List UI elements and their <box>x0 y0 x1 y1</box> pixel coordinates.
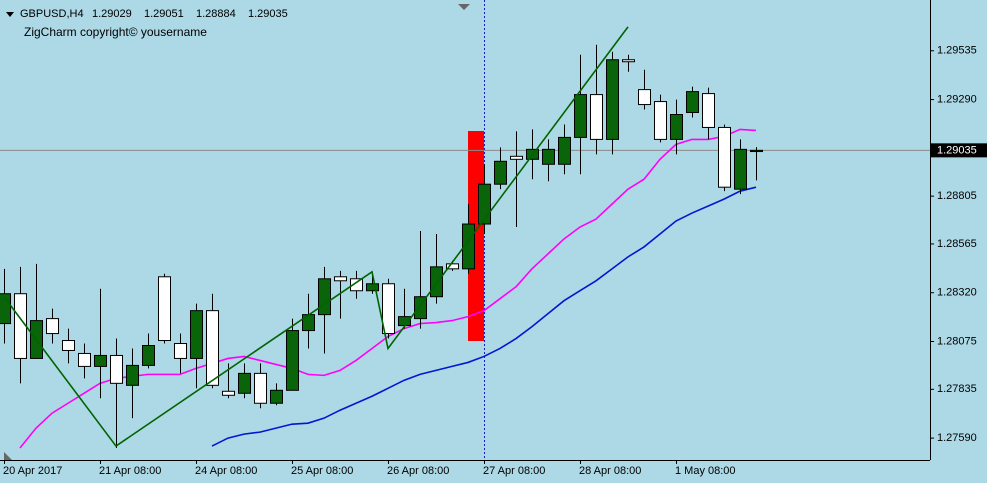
candle-body <box>542 148 555 165</box>
candle-body <box>654 101 667 140</box>
candle-body <box>366 283 379 292</box>
y-tick-label: 1.28320 <box>937 287 977 299</box>
candle-body <box>190 310 203 359</box>
y-tick-label: 1.29290 <box>937 93 977 105</box>
candle-body <box>222 390 235 396</box>
candle-body <box>158 276 171 342</box>
y-tick-label: 1.28075 <box>937 335 977 347</box>
candle-body <box>14 293 27 359</box>
candle-body <box>574 94 587 138</box>
moving-average <box>211 186 757 447</box>
candle-body <box>206 310 219 386</box>
candle-body <box>110 354 123 384</box>
symbol: GBPUSD,H4 <box>20 8 84 20</box>
x-tick-label: 21 Apr 08:00 <box>99 465 161 477</box>
candle-body <box>670 114 683 140</box>
x-tick-label: 25 Apr 08:00 <box>291 465 353 477</box>
zigzag <box>3 26 629 448</box>
candle-body <box>78 352 91 367</box>
candle-body <box>126 364 139 386</box>
plot <box>0 26 930 449</box>
shift-marker <box>458 4 470 10</box>
candle-body <box>734 148 747 190</box>
y-tick-label: 1.27590 <box>937 432 977 444</box>
menu-arrow <box>6 12 14 17</box>
candle-body <box>590 94 603 140</box>
x-tick-label: 27 Apr 08:00 <box>483 465 545 477</box>
current-price-label: 1.29035 <box>937 144 977 156</box>
candle-body <box>462 223 475 270</box>
candle-body <box>238 372 251 394</box>
candle-body <box>494 160 507 185</box>
header-open: 1.29029 <box>92 8 132 20</box>
candle-body <box>686 91 699 114</box>
candle-body <box>0 293 11 325</box>
candle-body <box>750 149 763 153</box>
candle-body <box>142 344 155 366</box>
candle-body <box>622 59 635 63</box>
candle-body <box>318 278 331 316</box>
candle-body <box>174 343 187 359</box>
candle-body <box>606 59 619 140</box>
scroll-marker <box>4 452 12 460</box>
current-price-box <box>931 143 987 158</box>
x-tick-label: 20 Apr 2017 <box>3 465 62 477</box>
candle-body <box>510 155 523 160</box>
candle-body <box>350 278 363 292</box>
header-low: 1.28884 <box>196 8 236 20</box>
candle-body <box>94 354 107 367</box>
x-tick-label: 28 Apr 08:00 <box>579 465 641 477</box>
y-tick-label: 1.29535 <box>937 45 977 57</box>
candle-body <box>286 330 299 391</box>
candle-body <box>718 126 731 188</box>
y-tick-label: 1.28805 <box>937 190 977 202</box>
candle-body <box>270 389 283 404</box>
x-tick-label: 26 Apr 08:00 <box>387 465 449 477</box>
subtitle: ZigCharm copyright© yousername <box>24 25 207 39</box>
candle-body <box>638 89 651 106</box>
candle-body <box>430 266 443 298</box>
candle-body <box>446 263 459 270</box>
candle-body <box>254 372 267 404</box>
x-tick-label: 24 Apr 08:00 <box>195 465 257 477</box>
x-tick-label: 1 May 08:00 <box>675 465 736 477</box>
candle-body <box>702 93 715 128</box>
candle-body <box>46 318 59 335</box>
y-tick-label: 1.27835 <box>937 383 977 395</box>
signal-bar <box>468 131 484 341</box>
candle-body <box>382 283 395 335</box>
candle-body <box>558 136 571 165</box>
candle-body <box>334 276 347 282</box>
header-high: 1.29051 <box>144 8 184 20</box>
candle-body <box>62 340 75 351</box>
header-close: 1.29035 <box>248 8 288 20</box>
y-tick-label: 1.28565 <box>937 238 977 250</box>
